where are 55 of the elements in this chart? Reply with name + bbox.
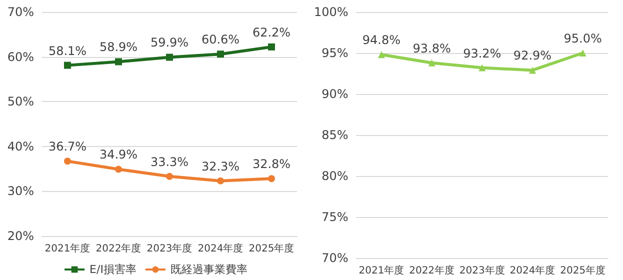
point [378, 51, 385, 58]
data-label: 36.7% [48, 140, 87, 154]
y-tick-label: 95% [322, 46, 348, 60]
x-tick-label: 2021年度 [358, 264, 404, 276]
point [478, 64, 486, 72]
point [166, 172, 173, 180]
data-label: 33.3% [150, 154, 189, 169]
data-label: 93.8% [412, 41, 451, 56]
y-tick-label: 85% [322, 128, 348, 142]
data-label: 62.2% [252, 25, 291, 40]
point [268, 175, 275, 182]
x-tick-label: 2025年度 [560, 264, 606, 276]
x-tick-label: 2022年度 [409, 264, 455, 276]
y-tick-label: 70% [322, 251, 348, 265]
y-tick-label: 100% [314, 5, 348, 19]
point [115, 166, 122, 173]
x-tick-label: 2023年度 [459, 264, 505, 276]
x-tick-label: 2021年度 [44, 242, 90, 254]
point [268, 43, 275, 50]
data-label: 94.8% [362, 33, 401, 48]
point [217, 50, 224, 58]
point [166, 54, 173, 61]
data-label: 32.8% [252, 157, 291, 172]
y-tick-label: 80% [322, 169, 348, 183]
data-label: 60.6% [201, 32, 240, 47]
data-label: 59.9% [150, 36, 189, 50]
x-tick-label: 2024年度 [510, 264, 556, 276]
y-tick-label: 70% [7, 5, 34, 19]
data-label: 93.2% [463, 46, 502, 60]
y-tick-label: 60% [7, 50, 34, 64]
y-tick-label: 50% [7, 94, 34, 109]
legend-label: 既経過事業費率 [170, 263, 248, 276]
data-label: 58.9% [99, 40, 138, 54]
y-tick-label: 30% [7, 184, 34, 198]
data-label: 34.9% [99, 148, 138, 162]
y-tick-label: 40% [7, 139, 34, 154]
x-tick-label: 2025年度 [248, 242, 294, 254]
x-tick-label: 2023年度 [146, 242, 192, 254]
data-label: 92.9% [513, 48, 552, 63]
point [528, 66, 536, 74]
point [64, 158, 71, 165]
x-tick-label: 2024年度 [198, 242, 244, 254]
y-tick-label: 20% [7, 229, 34, 243]
point [64, 62, 71, 69]
y-tick-label: 90% [322, 87, 348, 101]
data-label: 58.1% [48, 44, 87, 58]
y-tick-label: 75% [322, 210, 348, 224]
data-label: 95.0% [564, 32, 602, 46]
point [115, 58, 122, 66]
x-tick-label: 2022年度 [96, 242, 142, 254]
point [428, 59, 436, 66]
legend-label: E/I損害率 [90, 263, 136, 276]
point [579, 50, 586, 56]
data-label: 32.3% [201, 159, 240, 174]
point [217, 177, 224, 184]
